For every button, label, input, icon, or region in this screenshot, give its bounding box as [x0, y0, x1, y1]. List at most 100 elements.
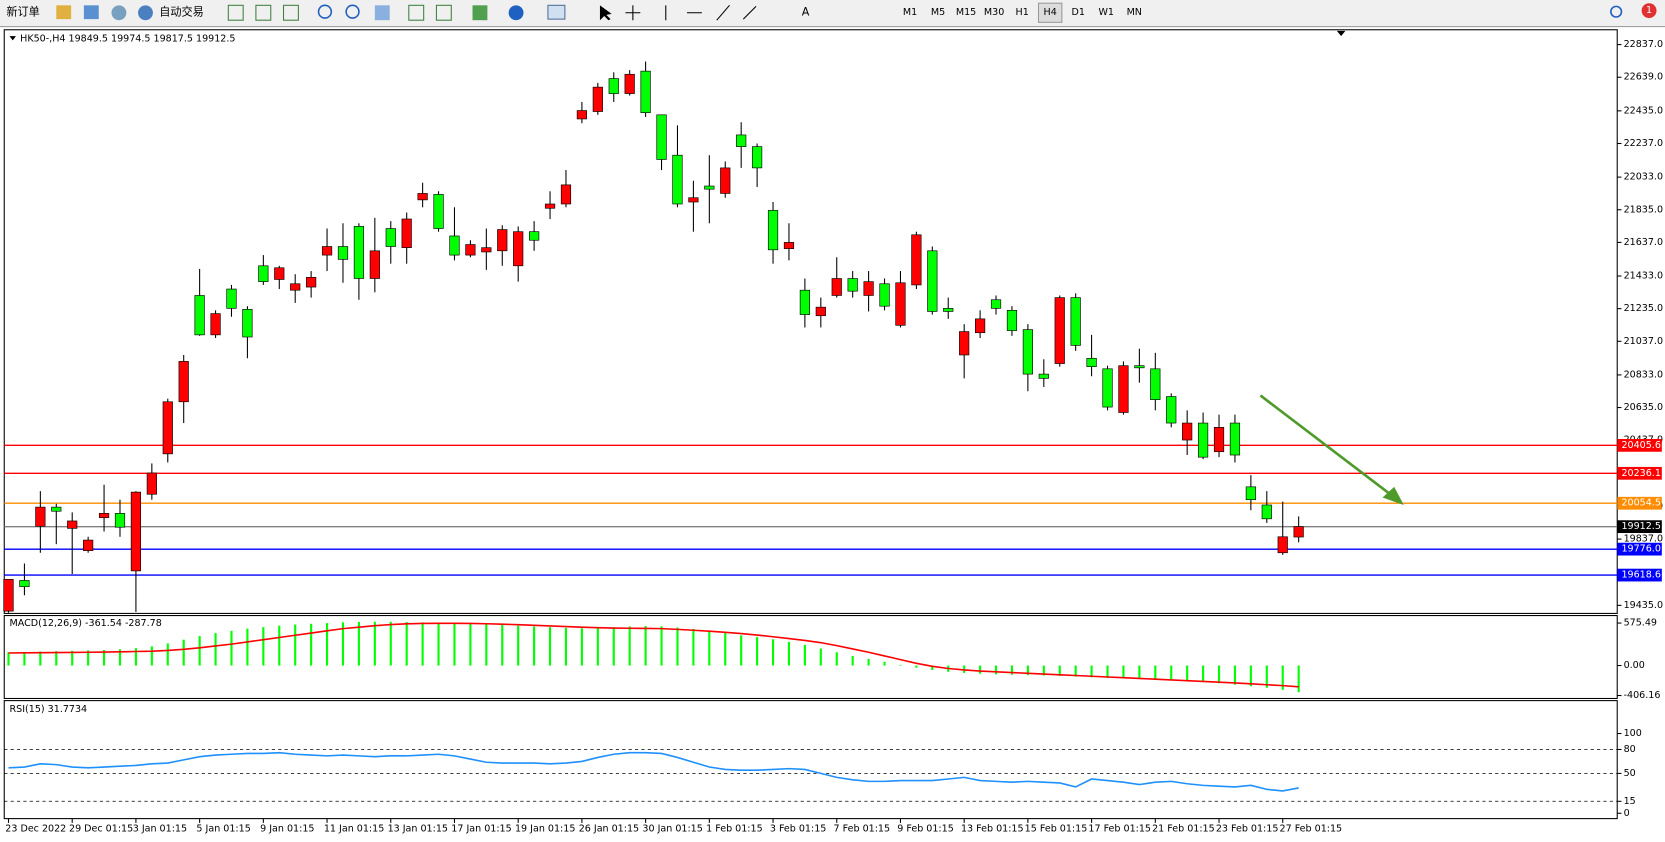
- candle-body: [130, 491, 142, 572]
- candle-body: [831, 278, 842, 296]
- candle-body: [274, 267, 285, 280]
- macd-bar: [1138, 665, 1141, 679]
- icon[interactable]: [547, 4, 566, 20]
- level-line-tag: [1617, 438, 1662, 452]
- macd-tick-label: -406.16: [1624, 690, 1661, 701]
- macd-bar: [23, 651, 26, 666]
- macd-bar: [756, 637, 759, 666]
- macd-bar: [1058, 665, 1061, 676]
- macd-bar: [469, 623, 472, 666]
- macd-bar: [564, 627, 568, 666]
- icon[interactable]: [408, 4, 425, 21]
- x-tick-label: 27 Feb 01:15: [1280, 824, 1343, 835]
- y-tick-label: 22237.0: [1624, 138, 1663, 149]
- timeframe-button[interactable]: MN: [1127, 7, 1142, 18]
- macd-bar: [1106, 665, 1109, 679]
- macd-bar: [214, 633, 217, 666]
- macd-bar: [724, 633, 727, 666]
- new-order-button[interactable]: 新订单: [6, 5, 39, 19]
- macd-bar: [485, 624, 488, 666]
- macd-bar: [771, 639, 775, 666]
- rsi-line: [8, 751, 1299, 792]
- timeframe-button[interactable]: H4: [1044, 7, 1057, 18]
- collapse-marker: [9, 36, 16, 41]
- level-line-label: 20405.6: [1621, 440, 1660, 451]
- macd-bar: [103, 650, 106, 666]
- macd-bar: [310, 623, 313, 666]
- y-tick-label: 21433.0: [1624, 271, 1663, 282]
- macd-bar: [548, 627, 552, 666]
- candle-body: [1277, 536, 1288, 554]
- icon[interactable]: [282, 4, 299, 21]
- icon[interactable]: [83, 5, 99, 20]
- y-tick-label: 21037.0: [1624, 336, 1663, 347]
- icon[interactable]: [508, 5, 524, 21]
- cursor-tool[interactable]: [599, 5, 612, 21]
- icon[interactable]: [111, 5, 127, 21]
- timeframe-bar: M1 M5 M15 M30 H1 H4 D1 W1 MN: [903, 2, 1142, 23]
- timeframe-button[interactable]: H1: [1016, 7, 1029, 18]
- icon[interactable]: [435, 4, 452, 21]
- candle-body: [879, 283, 890, 307]
- candle-body: [990, 299, 1002, 309]
- candle-body: [385, 228, 396, 247]
- trend-arrow-head: [1382, 486, 1404, 505]
- candle-body: [863, 281, 874, 296]
- notification-count: 1: [1646, 5, 1652, 16]
- macd-bar: [787, 641, 791, 666]
- candle-body: [1134, 365, 1145, 369]
- macd-bar: [867, 658, 870, 666]
- crosshair-tool[interactable]: [625, 5, 641, 21]
- shift-marker: [1336, 30, 1346, 37]
- candle-body: [194, 295, 205, 336]
- macd-bar: [294, 624, 297, 666]
- icon[interactable]: [227, 4, 244, 21]
- icon[interactable]: [255, 4, 272, 21]
- candle-body: [640, 70, 651, 113]
- icon[interactable]: [138, 5, 153, 21]
- candle-body: [529, 231, 540, 241]
- x-tick-label: 3 Feb 01:15: [770, 824, 827, 835]
- icon[interactable]: [472, 5, 488, 21]
- candle-body: [1006, 309, 1018, 331]
- macd-bar: [1186, 665, 1189, 682]
- candle-body: [672, 154, 683, 205]
- macd-panel: [3, 615, 1618, 700]
- macd-bar: [517, 625, 520, 666]
- macd-bar: [87, 650, 90, 666]
- icon[interactable]: [56, 5, 72, 20]
- macd-bar: [453, 623, 456, 666]
- notification-badge[interactable]: [1641, 3, 1657, 19]
- macd-bar: [692, 628, 695, 666]
- icon[interactable]: [317, 4, 333, 19]
- timeframe-button[interactable]: M5: [931, 7, 945, 18]
- icon[interactable]: [345, 4, 360, 19]
- macd-bar: [389, 621, 392, 666]
- macd-bar: [405, 621, 408, 666]
- macd-bar: [341, 622, 345, 666]
- text-tool[interactable]: A: [802, 6, 810, 19]
- icon[interactable]: [374, 5, 390, 21]
- timeframe-button[interactable]: D1: [1072, 7, 1085, 18]
- macd-bar: [373, 621, 376, 666]
- rsi-tick-label: 100: [1624, 728, 1642, 739]
- timeframe-button[interactable]: M30: [984, 7, 1004, 18]
- candle-body: [720, 167, 731, 194]
- timeframe-button[interactable]: M15: [956, 7, 976, 18]
- x-tick-label: 5 Jan 01:15: [196, 824, 250, 835]
- timeframe-button[interactable]: M1: [903, 7, 917, 18]
- level-line-tag: [1617, 542, 1662, 556]
- line-tools[interactable]: [665, 4, 757, 21]
- y-tick-label: 22435.0: [1624, 105, 1663, 116]
- candle-body: [1038, 373, 1049, 379]
- timeframe-button[interactable]: W1: [1098, 7, 1114, 18]
- auto-trading-button[interactable]: 自动交易: [159, 5, 204, 19]
- candle-body: [1118, 365, 1129, 413]
- candle-body: [1213, 427, 1225, 453]
- candle-body: [544, 203, 556, 209]
- candle-body: [1054, 297, 1065, 364]
- macd-bar: [1074, 665, 1077, 677]
- search-icon[interactable]: [1610, 5, 1623, 18]
- candle-body: [306, 277, 317, 288]
